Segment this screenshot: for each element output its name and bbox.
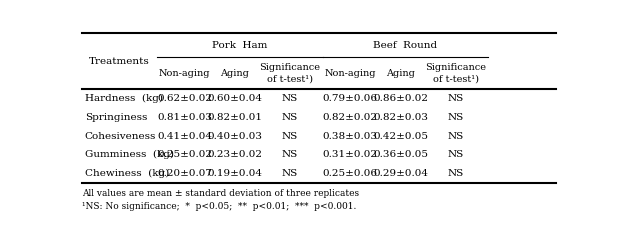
Text: Significance
of t-test¹): Significance of t-test¹) [425,63,487,83]
Text: 0.60±0.04: 0.60±0.04 [207,94,262,103]
Text: 0.25±0.06: 0.25±0.06 [322,169,378,178]
Text: Beef  Round: Beef Round [373,41,438,50]
Text: 0.81±0.03: 0.81±0.03 [157,113,212,122]
Text: 0.25±0.02: 0.25±0.02 [157,150,212,159]
Text: NS: NS [448,94,464,103]
Text: Hardness  (kg): Hardness (kg) [85,94,162,103]
Text: NS: NS [282,169,298,178]
Text: 0.29±0.04: 0.29±0.04 [373,169,428,178]
Text: NS: NS [448,169,464,178]
Text: 0.31±0.02: 0.31±0.02 [322,150,378,159]
Text: Significance
of t-test¹): Significance of t-test¹) [260,63,321,83]
Text: NS: NS [448,113,464,122]
Text: All values are mean ± standard deviation of three replicates: All values are mean ± standard deviation… [82,189,360,198]
Text: NS: NS [282,132,298,141]
Text: 0.82±0.02: 0.82±0.02 [322,113,378,122]
Text: 0.62±0.02: 0.62±0.02 [157,94,212,103]
Text: NS: NS [282,113,298,122]
Text: 0.36±0.05: 0.36±0.05 [373,150,428,159]
Text: 0.86±0.02: 0.86±0.02 [373,94,428,103]
Text: Non-aging: Non-aging [159,69,210,78]
Text: NS: NS [282,94,298,103]
Text: Gumminess  (kg): Gumminess (kg) [85,150,174,160]
Text: Non-aging: Non-aging [324,69,376,78]
Text: 0.42±0.05: 0.42±0.05 [373,132,428,141]
Text: Pork  Ham: Pork Ham [212,41,267,50]
Text: 0.41±0.04: 0.41±0.04 [157,132,212,141]
Text: 0.38±0.03: 0.38±0.03 [322,132,378,141]
Text: Springiness: Springiness [85,113,147,122]
Text: 0.79±0.06: 0.79±0.06 [322,94,378,103]
Text: Chewiness  (kg): Chewiness (kg) [85,169,169,178]
Text: Aging: Aging [386,69,415,78]
Text: 0.19±0.04: 0.19±0.04 [207,169,262,178]
Text: NS: NS [282,150,298,159]
Text: NS: NS [448,150,464,159]
Text: Aging: Aging [221,69,249,78]
Text: 0.20±0.07: 0.20±0.07 [157,169,212,178]
Text: 0.82±0.03: 0.82±0.03 [373,113,428,122]
Text: NS: NS [448,132,464,141]
Text: 0.40±0.03: 0.40±0.03 [207,132,262,141]
Text: 0.82±0.01: 0.82±0.01 [207,113,262,122]
Text: Cohesiveness: Cohesiveness [85,132,156,141]
Text: ¹NS: No significance;  *  p<0.05;  **  p<0.01;  ***  p<0.001.: ¹NS: No significance; * p<0.05; ** p<0.0… [82,202,356,211]
Text: Treatments: Treatments [89,57,150,66]
Text: 0.23±0.02: 0.23±0.02 [207,150,262,159]
